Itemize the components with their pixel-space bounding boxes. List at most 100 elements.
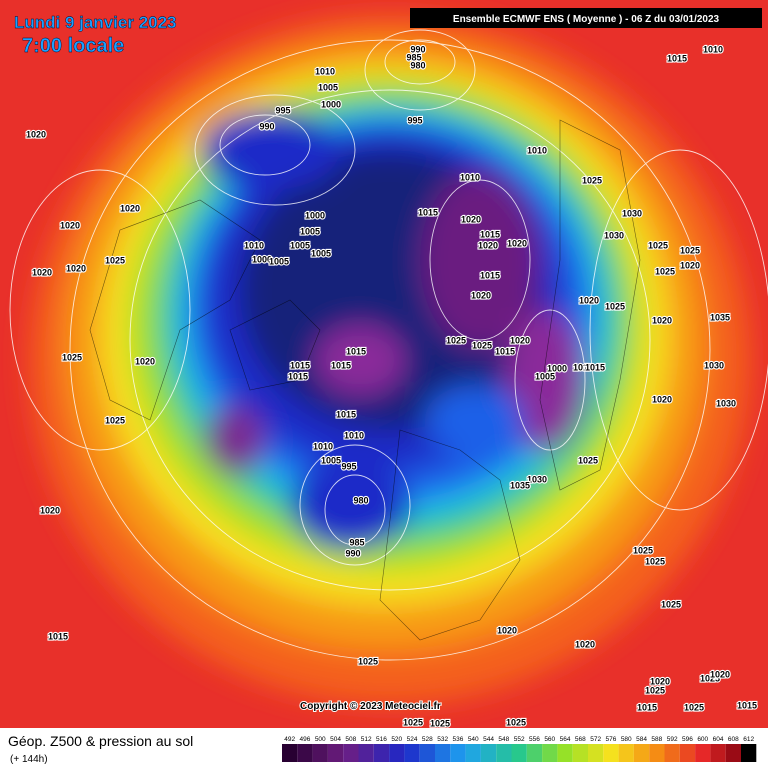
scale-label: 600 bbox=[697, 736, 708, 743]
pressure-label: 1025 bbox=[684, 702, 704, 712]
pressure-label: 1015 bbox=[637, 702, 657, 712]
pressure-label: 995 bbox=[407, 115, 422, 125]
color-cell bbox=[695, 744, 711, 762]
color-cell bbox=[465, 744, 481, 762]
pressure-label: 1025 bbox=[358, 656, 378, 666]
pressure-label: 985 bbox=[406, 52, 421, 62]
scale-label: 552 bbox=[514, 736, 525, 743]
scale-label: 512 bbox=[361, 736, 372, 743]
footer-lead: (+ 144h) bbox=[10, 754, 48, 765]
color-cell bbox=[327, 744, 344, 762]
pressure-label: 1025 bbox=[700, 673, 720, 683]
pressure-label: 1020 bbox=[510, 335, 530, 345]
scale-label: 496 bbox=[300, 736, 311, 743]
pressure-label: 1015 bbox=[480, 229, 500, 239]
pressure-label: 1020 bbox=[120, 203, 140, 213]
pressure-label: 1025 bbox=[605, 301, 625, 311]
pressure-label: 1025 bbox=[680, 245, 700, 255]
scale-label: 560 bbox=[544, 736, 555, 743]
color-cell bbox=[282, 744, 298, 762]
color-cell bbox=[618, 744, 634, 762]
scale-label: 588 bbox=[651, 736, 662, 743]
color-cell bbox=[480, 744, 497, 762]
scale-label: 508 bbox=[345, 736, 356, 743]
pressure-label: 1030 bbox=[622, 208, 642, 218]
pressure-label: 1025 bbox=[645, 556, 665, 566]
pressure-label: 1015 bbox=[737, 700, 757, 710]
pressure-label: 1010 bbox=[703, 44, 723, 54]
pressure-label: 1020 bbox=[66, 263, 86, 273]
pressure-label: 1020 bbox=[135, 356, 155, 366]
scale-label: 516 bbox=[376, 736, 387, 743]
model-banner bbox=[410, 8, 762, 28]
pressure-labels: 9909859801010100510009959909951010101010… bbox=[25, 43, 758, 729]
pressure-label: 1005 bbox=[318, 82, 338, 92]
pressure-label: 1005 bbox=[535, 371, 555, 381]
pressure-label: 1000 bbox=[547, 363, 567, 373]
pressure-label: 1035 bbox=[510, 480, 530, 490]
pressure-label: 1010 bbox=[460, 172, 480, 182]
scale-label: 572 bbox=[590, 736, 601, 743]
color-cell bbox=[603, 744, 619, 762]
pressure-label: 1015 bbox=[667, 53, 687, 63]
pressure-label: 1010 bbox=[315, 66, 335, 76]
copyright: Copyright © 2023 Meteociel.fr bbox=[300, 701, 441, 712]
color-cell bbox=[588, 744, 604, 762]
pressure-label: 1025 bbox=[582, 175, 602, 185]
pressure-label: 980 bbox=[410, 60, 425, 70]
pressure-label: 1000 bbox=[321, 99, 341, 109]
scale-label: 540 bbox=[468, 736, 479, 743]
scale-label: 492 bbox=[284, 736, 295, 743]
forecast-date: Lundi 9 janvier 2023 bbox=[14, 13, 177, 32]
pressure-label: 1015 bbox=[495, 346, 515, 356]
scale-label: 548 bbox=[498, 736, 509, 743]
pressure-label: 1025 bbox=[661, 599, 681, 609]
pressure-label: 1025 bbox=[403, 717, 423, 727]
color-scale: 492 496 500 504 508 512 516 520 524 528 532 536 540 5… bbox=[282, 736, 757, 762]
scale-label: 520 bbox=[391, 736, 402, 743]
color-cell bbox=[358, 744, 374, 762]
color-cell bbox=[373, 744, 390, 762]
color-cell bbox=[511, 744, 527, 762]
pressure-label: 1015 bbox=[585, 362, 605, 372]
color-cell bbox=[297, 744, 313, 762]
scale-label: 528 bbox=[422, 736, 433, 743]
pressure-label: 1005 bbox=[269, 256, 289, 266]
scale-label: 532 bbox=[437, 736, 448, 743]
color-cell bbox=[557, 744, 573, 762]
pressure-label: 1020 bbox=[579, 295, 599, 305]
color-cell bbox=[419, 744, 435, 762]
pressure-label: 1025 bbox=[62, 352, 82, 362]
scale-label: 500 bbox=[315, 736, 326, 743]
coastlines bbox=[89, 119, 641, 641]
pressure-label: 1020 bbox=[680, 260, 700, 270]
pressure-label: 1030 bbox=[704, 360, 724, 370]
pressure-label: 980 bbox=[353, 495, 368, 505]
pressure-label: 1020 bbox=[40, 505, 60, 515]
scale-label: 612 bbox=[743, 736, 754, 743]
color-cell bbox=[679, 744, 696, 762]
pressure-label: 1005 bbox=[311, 248, 331, 258]
pressure-label: 1025 bbox=[578, 455, 598, 465]
pressure-label: 1000 bbox=[252, 254, 272, 264]
pressure-label: 1010 bbox=[313, 441, 333, 451]
scale-label: 556 bbox=[529, 736, 540, 743]
pressure-label: 1020 bbox=[32, 267, 52, 277]
pressure-label: 990 bbox=[345, 548, 360, 558]
color-cell bbox=[435, 744, 451, 762]
pressure-label: 985 bbox=[349, 537, 364, 547]
scale-label: 608 bbox=[728, 736, 739, 743]
pressure-label: 995 bbox=[341, 461, 356, 471]
pressure-label: 1020 bbox=[652, 315, 672, 325]
color-cell bbox=[526, 744, 543, 762]
color-cell bbox=[649, 744, 665, 762]
pressure-label: 1020 bbox=[497, 625, 517, 635]
scale-label: 524 bbox=[407, 736, 418, 743]
pressure-label: 1015 bbox=[480, 270, 500, 280]
scale-label: 564 bbox=[560, 736, 571, 743]
pressure-label: 1025 bbox=[446, 335, 466, 345]
color-cell bbox=[725, 744, 741, 762]
scale-label: 604 bbox=[713, 736, 724, 743]
